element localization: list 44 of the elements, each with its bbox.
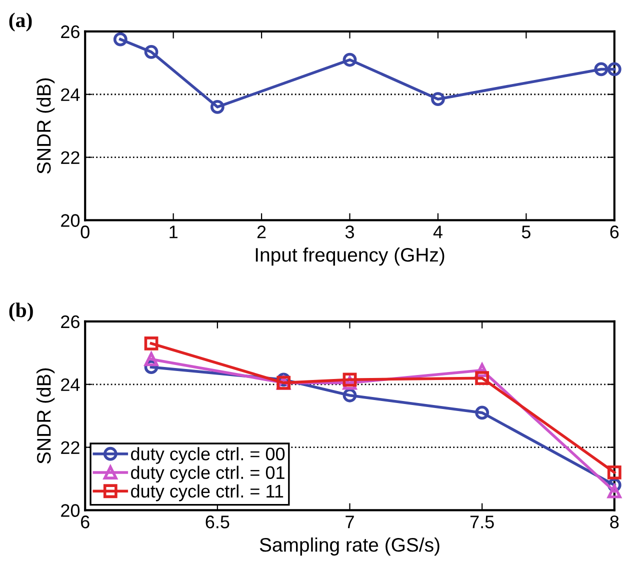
x-axis-title: Sampling rate (GS/s) [260,537,440,556]
point [607,62,622,76]
legend-label: duty cycle ctrl. = 01 [131,466,284,483]
x-tick-label: 7 [346,516,354,528]
point [144,352,158,366]
x-tick-label: 0 [80,226,90,238]
point [607,466,622,480]
point [210,100,224,114]
point [431,92,445,106]
x-tick-label: 3 [345,226,354,238]
point [475,371,490,386]
point [144,336,158,350]
point [594,62,608,76]
y-tick-label: 22 [61,441,80,454]
y-tick-label: 26 [61,315,80,328]
point [342,372,357,387]
x-tick-label: 6.5 [206,516,230,528]
y-tick-label: 20 [61,504,80,517]
y-tick-label: 24 [61,378,80,391]
point [144,44,158,59]
y-tick-label: 24 [61,88,80,101]
x-tick-label: 5 [522,226,530,238]
y-axis-title: SNDR (dB) [36,368,55,464]
point [475,406,490,420]
point [342,52,357,67]
y-tick-label: 20 [61,214,80,227]
y-tick-label: 22 [61,151,80,164]
point [342,388,357,402]
x-tick-label: 2 [257,226,266,238]
legend-label: duty cycle ctrl. = 11 [131,484,284,502]
x-tick-label: 6 [610,226,619,238]
x-tick-label: 1 [170,226,178,238]
chart-title: (b) [9,302,33,322]
legend-label: duty cycle ctrl. = 00 [131,447,285,464]
point [607,484,622,498]
x-tick-label: 4 [433,226,442,238]
y-tick-label: 26 [61,25,80,38]
x-axis-title: Input frequency (GHz) [256,247,444,266]
chart-title: (a) [9,12,32,32]
point [113,32,128,46]
y-axis-title: SNDR (dB) [36,78,55,174]
x-tick-label: 7.5 [470,516,494,528]
x-tick-label: 8 [610,516,619,528]
x-tick-label: 6 [81,516,90,528]
